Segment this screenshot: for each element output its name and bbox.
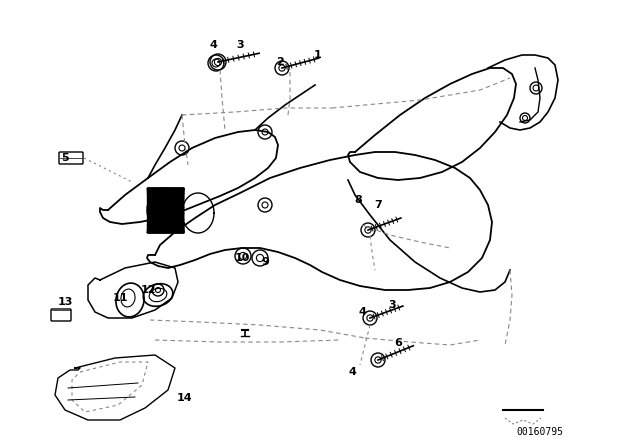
- Text: 12: 12: [140, 285, 156, 295]
- Text: 5: 5: [61, 153, 69, 163]
- Text: 8: 8: [354, 195, 362, 205]
- Text: 9: 9: [261, 257, 269, 267]
- Text: 00160795: 00160795: [516, 427, 563, 437]
- Text: 13: 13: [58, 297, 73, 307]
- Text: 3: 3: [236, 40, 244, 50]
- Text: 1: 1: [314, 50, 322, 60]
- Text: 14: 14: [177, 393, 193, 403]
- Text: 6: 6: [394, 338, 402, 348]
- Text: 7: 7: [374, 200, 382, 210]
- Text: 4: 4: [358, 307, 366, 317]
- Text: 4: 4: [209, 40, 217, 50]
- Text: 3: 3: [388, 300, 396, 310]
- Text: 4: 4: [348, 367, 356, 377]
- Text: 11: 11: [112, 293, 128, 303]
- Text: 10: 10: [234, 253, 250, 263]
- Text: 2: 2: [276, 57, 284, 67]
